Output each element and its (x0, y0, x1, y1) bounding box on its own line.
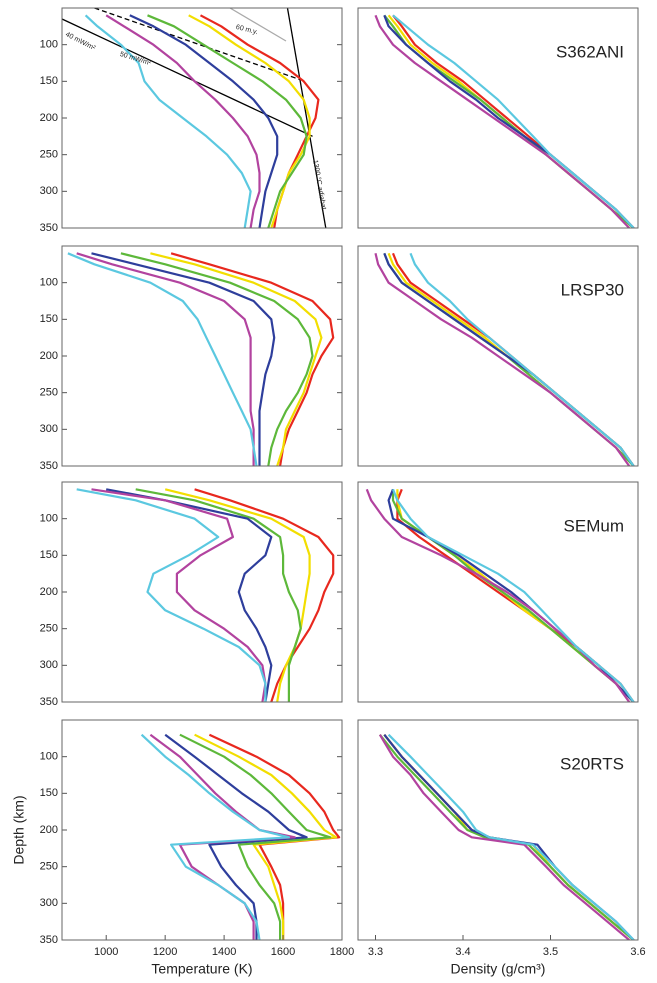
profile-line (91, 488, 267, 702)
panel-title: S20RTS (560, 754, 624, 773)
panel-frame (357, 719, 639, 941)
profile-line (170, 252, 335, 466)
profile-line (392, 14, 635, 228)
x-tick-label: 3.5 (543, 946, 558, 958)
profile-line (164, 733, 308, 940)
profile-line (129, 14, 279, 228)
profile-line (378, 734, 630, 940)
panel-title: S362ANI (556, 42, 624, 61)
reference-line (94, 8, 301, 81)
plot-area (140, 733, 341, 940)
panel-frame (61, 7, 343, 229)
annotation: 1300 °C adiabat (311, 159, 328, 210)
panel-frame (357, 481, 639, 703)
profile-line (84, 14, 252, 228)
y-tick-label: 250 (40, 387, 58, 399)
panel-frame (357, 245, 639, 467)
reference-line (229, 8, 287, 42)
y-tick-label: 150 (40, 313, 58, 325)
y-tick-label: 100 (40, 513, 58, 525)
panel-frame (61, 719, 343, 941)
y-tick-label: 350 (40, 222, 58, 234)
profile-line (147, 14, 308, 228)
profile-line (76, 488, 267, 702)
x-tick-label: 1600 (271, 946, 295, 958)
y-tick-label: 200 (40, 586, 58, 598)
x-tick-label: 3.6 (630, 946, 645, 958)
x-tick-label: 3.3 (368, 946, 383, 958)
profile-line (374, 253, 631, 466)
profile-line (150, 252, 323, 466)
profile-line (67, 252, 258, 466)
y-tick-label: 200 (40, 824, 58, 836)
y-tick-label: 150 (40, 787, 58, 799)
profile-line (140, 733, 290, 940)
profile-line (391, 488, 635, 702)
profile-line (379, 734, 635, 940)
profile-line (194, 733, 338, 940)
plot-area (67, 252, 335, 466)
plot-area (374, 14, 635, 228)
profile-line (387, 733, 635, 940)
reference-line (286, 8, 327, 228)
plot-area (62, 8, 327, 228)
plot-area (76, 488, 335, 702)
panel-frame (61, 245, 343, 467)
y-tick-label: 300 (40, 185, 58, 197)
panel-frame (61, 481, 343, 703)
x-tick-label: 1200 (153, 946, 177, 958)
y-tick-label: 150 (40, 75, 58, 87)
profile-line (105, 488, 273, 702)
y-tick-label: 100 (40, 39, 58, 51)
y-tick-label: 100 (40, 277, 58, 289)
reference-line (62, 18, 313, 137)
y-tick-label: 200 (40, 350, 58, 362)
y-tick-label: 200 (40, 112, 58, 124)
profile-line (76, 252, 255, 466)
y-tick-label: 350 (40, 460, 58, 472)
x-axis-title: Density (g/cm³) (451, 961, 546, 977)
panel-title: LRSP30 (561, 280, 624, 299)
profile-line (105, 14, 261, 228)
y-tick-label: 300 (40, 659, 58, 671)
y-tick-label: 300 (40, 423, 58, 435)
profile-line (374, 14, 630, 228)
profile-line (365, 488, 631, 702)
profile-line (409, 252, 635, 466)
x-tick-label: 3.4 (455, 946, 470, 958)
annotation: 60 m.y. (235, 24, 259, 36)
x-axis-title: Temperature (K) (151, 961, 252, 977)
y-tick-label: 350 (40, 934, 58, 946)
panel-title: SEMum (564, 516, 624, 535)
profile-line (91, 252, 276, 466)
y-tick-label: 300 (40, 897, 58, 909)
y-tick-label: 250 (40, 623, 58, 635)
plot-area (374, 252, 635, 466)
profile-line (208, 733, 341, 940)
y-tick-label: 250 (40, 861, 58, 873)
panel-frame (357, 7, 639, 229)
y-tick-label: 250 (40, 149, 58, 161)
profile-line (164, 488, 311, 702)
x-tick-label: 1400 (212, 946, 236, 958)
plot-area (378, 733, 635, 940)
x-tick-label: 1800 (330, 946, 354, 958)
plot-area (365, 488, 635, 702)
profile-line (179, 733, 332, 940)
y-tick-label: 350 (40, 696, 58, 708)
profile-line (135, 488, 302, 702)
profile-line (188, 14, 311, 228)
y-tick-label: 150 (40, 549, 58, 561)
profile-line (120, 252, 314, 466)
y-tick-label: 100 (40, 751, 58, 763)
x-tick-label: 1000 (94, 946, 118, 958)
annotation: 40 mW/m² (64, 31, 97, 52)
y-axis-title: Depth (km) (11, 795, 27, 864)
profile-line (199, 14, 320, 228)
